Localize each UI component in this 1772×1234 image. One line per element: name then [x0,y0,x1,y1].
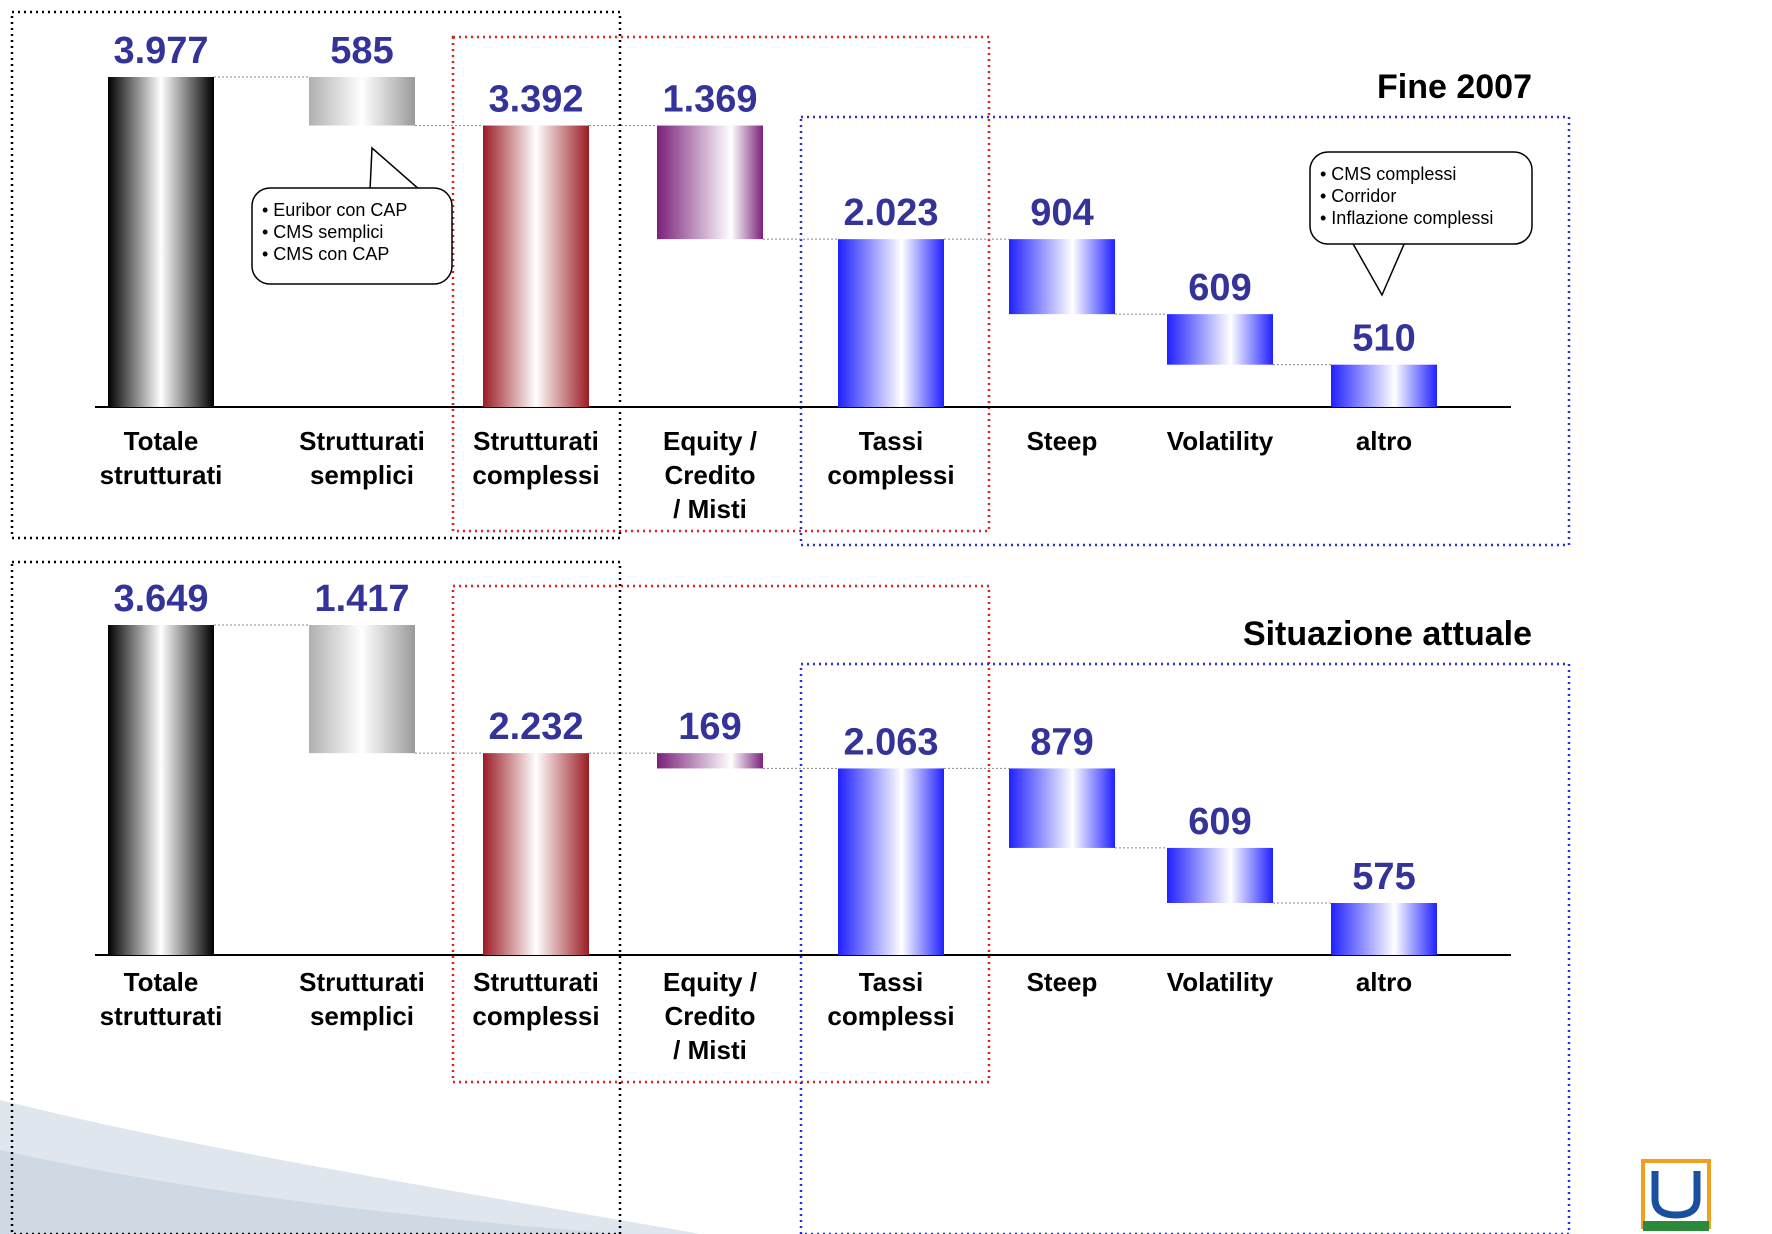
value-label: 904 [1030,192,1093,234]
category-label: altro [1356,426,1412,456]
callout-simple-products-line: • CMS con CAP [262,244,389,264]
bar [1331,364,1437,407]
callout-simple-products-tail [369,146,422,191]
category-label: Equity / [663,426,757,456]
value-label: 585 [330,30,393,72]
bar [657,753,763,769]
value-label: 2.063 [843,721,938,763]
value-label: 609 [1188,801,1251,843]
value-label: 1.417 [314,578,409,620]
category-label: complessi [472,460,599,490]
value-label: 575 [1352,856,1415,898]
callout-simple-products-line: • Euribor con CAP [262,200,407,220]
category-label: Steep [1027,967,1098,997]
panel-title: Fine 2007 [1377,68,1532,106]
bar [1167,314,1273,365]
logo-icon [1641,1159,1711,1231]
group-box-top-complex [451,35,991,533]
value-label: 3.649 [113,578,208,620]
bar [309,625,415,754]
category-label: strutturati [100,1001,223,1031]
category-label: altro [1356,967,1412,997]
value-label: 2.023 [843,192,938,234]
category-label: Strutturati [473,426,599,456]
bar [838,768,944,955]
category-label: Strutturati [473,967,599,997]
value-label: 169 [678,706,741,748]
bar [108,625,214,955]
category-label: complessi [827,1001,954,1031]
bar [657,125,763,240]
value-label: 879 [1030,721,1093,763]
category-label: Tassi [859,426,924,456]
value-label: 1.369 [662,79,757,121]
group-box-bottom-rates [799,662,1571,1234]
callout-other-products-line: • CMS complessi [1320,164,1456,184]
category-label: Credito [665,1001,756,1031]
category-label: Steep [1027,426,1098,456]
group-box-top-rates [799,115,1571,547]
group-box-top-totals [10,10,622,540]
bar [1167,847,1273,903]
category-label: Credito [665,460,756,490]
category-label: Totale [124,967,199,997]
value-label: 3.977 [113,30,208,72]
bar [1331,902,1437,955]
bar [483,753,589,955]
category-label: Volatility [1167,426,1274,456]
category-label: Totale [124,426,199,456]
category-label: / Misti [673,494,747,524]
bar [108,77,214,407]
category-label: strutturati [100,460,223,490]
category-label: Strutturati [299,426,425,456]
bar [1009,768,1115,848]
category-label: complessi [472,1001,599,1031]
callout-other-products [1309,151,1533,245]
category-label: semplici [310,460,414,490]
value-label: 2.232 [488,706,583,748]
callout-other-products-line: • Corridor [1320,186,1396,206]
category-label: Tassi [859,967,924,997]
category-label: Volatility [1167,967,1274,997]
background-swoosh [0,1100,700,1234]
group-box-bottom-totals [10,560,622,1234]
value-label: 3.392 [488,79,583,121]
bar [838,239,944,407]
category-label: semplici [310,1001,414,1031]
bar [483,125,589,407]
callout-simple-products [251,187,453,285]
callout-other-products-line: • Inflazione complessi [1320,208,1493,228]
callout-simple-products-line: • CMS semplici [262,222,383,242]
bar [309,77,415,126]
value-label: 510 [1352,318,1415,360]
bar [1009,239,1115,315]
panel-title: Situazione attuale [1243,615,1532,653]
category-label: Strutturati [299,967,425,997]
category-label: Equity / [663,967,757,997]
category-label: complessi [827,460,954,490]
category-label: / Misti [673,1035,747,1065]
value-label: 609 [1188,267,1251,309]
callout-other-products-tail [1350,241,1407,297]
